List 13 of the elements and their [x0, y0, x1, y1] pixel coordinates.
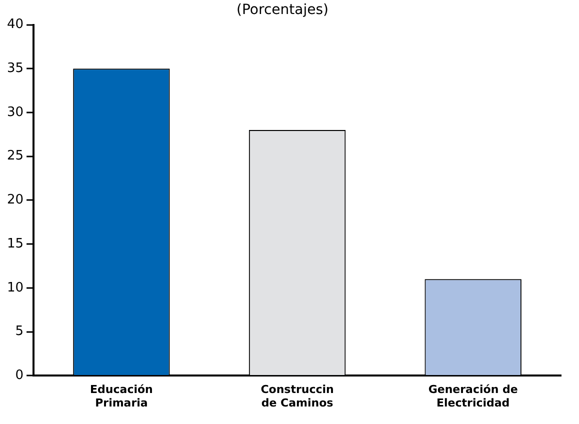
x-tick-label: Generación de Electricidad: [428, 383, 518, 410]
x-tick-label: Construccin de Caminos: [260, 383, 334, 410]
y-tick-label: 15: [6, 236, 24, 252]
x-tick-label: Educación Primaria: [90, 383, 153, 410]
y-tick-label: 30: [6, 104, 24, 120]
y-tick-label: 40: [6, 17, 24, 32]
y-tick-label: 25: [6, 148, 24, 164]
y-tick-label: 35: [6, 61, 24, 76]
y-tick-label: 10: [6, 280, 24, 296]
y-tick-label: 20: [6, 192, 24, 208]
y-tick-label: 0: [15, 368, 24, 383]
chart-title: (Porcentajes): [236, 2, 328, 18]
y-tick-label: 5: [15, 324, 24, 340]
